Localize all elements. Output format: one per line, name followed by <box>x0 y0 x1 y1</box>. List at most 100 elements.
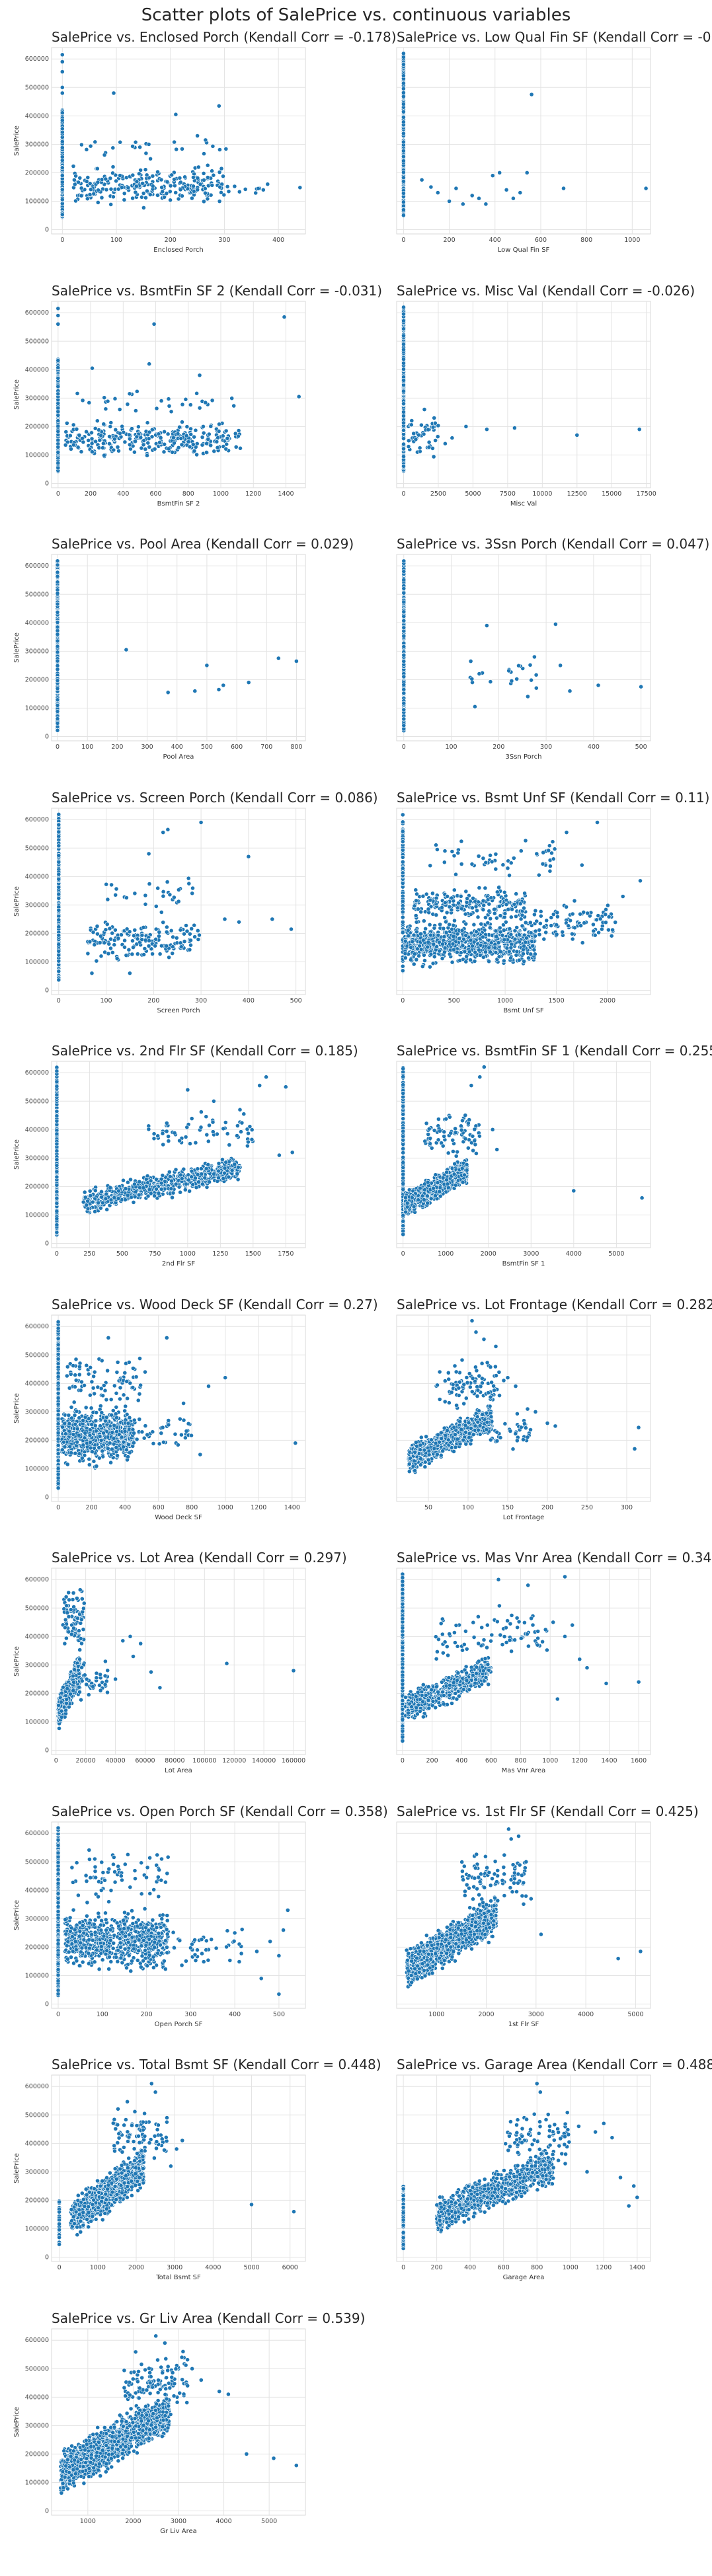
data-point <box>410 938 415 944</box>
data-point <box>143 446 148 451</box>
data-point <box>120 424 125 429</box>
data-point <box>55 644 60 649</box>
data-point <box>452 918 457 923</box>
data-point <box>231 403 237 408</box>
data-point <box>401 674 407 679</box>
y-tick-label: 100000 <box>25 451 49 459</box>
data-point <box>79 142 84 147</box>
data-point <box>197 372 202 377</box>
data-point <box>180 402 185 406</box>
data-point <box>603 919 608 925</box>
data-point <box>102 940 107 945</box>
data-point <box>145 420 150 425</box>
data-point <box>218 184 223 190</box>
data-point <box>469 861 475 866</box>
data-point <box>411 431 416 436</box>
data-point <box>401 51 406 56</box>
data-point <box>523 920 528 925</box>
data-point <box>401 614 407 619</box>
data-point <box>442 848 448 853</box>
data-point <box>401 326 406 331</box>
data-point <box>93 139 98 145</box>
data-point <box>534 672 539 677</box>
y-axis-label: SalePrice <box>13 126 20 156</box>
data-point <box>59 69 65 74</box>
data-point <box>400 930 405 934</box>
data-point <box>54 1131 59 1137</box>
data-point <box>71 164 76 169</box>
data-point <box>219 190 223 195</box>
plot-area <box>51 1061 306 1248</box>
data-point <box>127 441 132 447</box>
data-point <box>56 428 61 434</box>
data-point <box>533 933 537 938</box>
x-tick-label: 1000 <box>213 490 229 498</box>
data-point <box>471 939 477 944</box>
data-point <box>401 114 406 120</box>
data-point <box>117 406 122 412</box>
data-point <box>143 167 148 172</box>
y-tick-label: 100000 <box>25 1211 49 1219</box>
data-point <box>643 186 649 191</box>
data-point <box>598 916 603 921</box>
data-point <box>186 439 191 444</box>
data-point <box>574 432 580 437</box>
data-point <box>84 147 89 152</box>
data-point <box>130 426 134 431</box>
data-point <box>483 915 488 920</box>
x-axis-label: Low Qual Fin SF <box>498 246 550 254</box>
data-point <box>520 951 526 956</box>
data-point <box>237 919 241 925</box>
data-point <box>468 659 473 663</box>
data-point <box>208 443 214 447</box>
data-point <box>418 909 424 914</box>
data-point <box>599 927 604 931</box>
data-point <box>220 433 225 438</box>
data-point <box>504 901 509 907</box>
data-point <box>401 590 407 595</box>
data-point <box>514 677 520 681</box>
data-point <box>470 905 475 910</box>
data-point <box>439 905 444 910</box>
data-point <box>496 903 502 909</box>
data-point <box>151 321 157 326</box>
data-point <box>147 938 151 943</box>
data-point <box>425 944 430 949</box>
plot-area <box>51 47 306 235</box>
y-axis-label: SalePrice <box>13 886 20 917</box>
data-point <box>54 1182 59 1188</box>
data-point <box>195 175 200 180</box>
data-point <box>590 922 596 927</box>
data-point <box>55 709 60 714</box>
data-point <box>54 1069 59 1074</box>
data-point <box>74 426 79 432</box>
data-point <box>168 198 173 203</box>
data-point <box>522 905 526 910</box>
data-point <box>553 622 558 626</box>
data-point <box>131 944 136 950</box>
data-point <box>182 938 187 944</box>
data-point <box>401 81 406 86</box>
data-point <box>481 855 486 860</box>
data-point <box>567 689 573 694</box>
data-point <box>164 929 169 934</box>
x-tick-label: 300 <box>218 237 230 244</box>
x-tick-label: 1200 <box>245 490 261 498</box>
data-point <box>56 822 61 827</box>
data-point <box>524 935 529 940</box>
data-point <box>136 424 141 429</box>
data-point <box>414 957 419 962</box>
data-point <box>520 913 525 917</box>
data-point <box>56 313 61 318</box>
data-point <box>162 441 167 447</box>
data-point <box>122 191 127 196</box>
data-point <box>434 842 438 847</box>
data-point <box>401 436 406 441</box>
data-point <box>165 179 170 184</box>
data-point <box>192 923 197 928</box>
data-point <box>223 428 229 433</box>
data-point <box>493 945 498 950</box>
data-point <box>212 448 217 453</box>
data-point <box>124 952 129 958</box>
data-point <box>59 197 65 202</box>
